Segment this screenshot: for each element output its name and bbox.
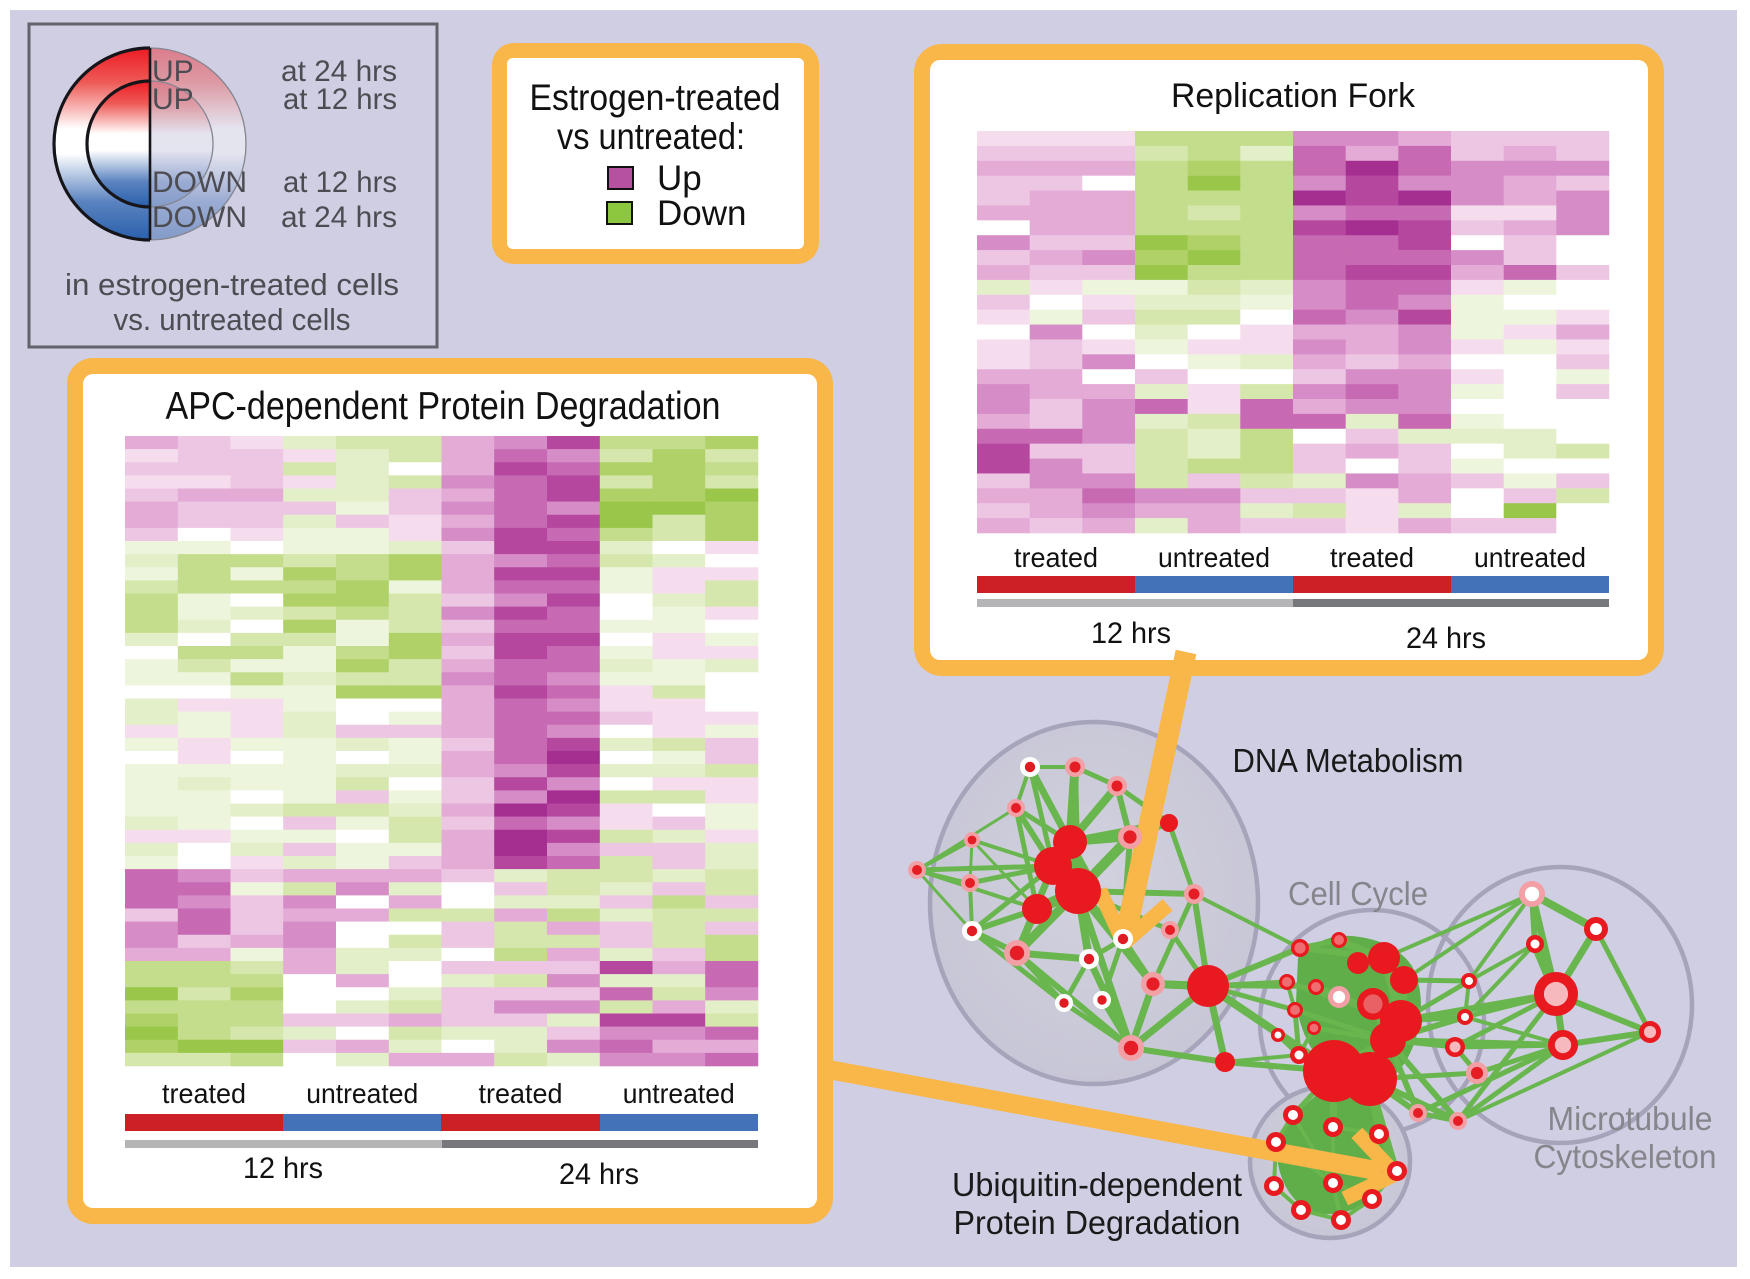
svg-text:at 12 hrs: at 12 hrs [283,83,397,116]
svg-text:Microtubule: Microtubule [1548,1100,1713,1137]
svg-text:24 hrs: 24 hrs [1406,622,1486,655]
svg-text:untreated: untreated [1474,542,1586,573]
svg-text:UP: UP [152,83,194,116]
svg-text:Estrogen-treated: Estrogen-treated [530,77,781,118]
svg-text:Down: Down [657,194,746,233]
svg-text:DNA Metabolism: DNA Metabolism [1233,742,1464,779]
svg-text:at 24 hrs: at 24 hrs [281,201,397,234]
svg-text:untreated: untreated [623,1078,735,1109]
svg-text:at 24 hrs: at 24 hrs [281,55,397,88]
svg-text:treated: treated [162,1078,246,1109]
svg-text:DOWN: DOWN [152,166,247,199]
svg-text:UP: UP [152,55,194,88]
svg-text:Cytoskeleton: Cytoskeleton [1534,1138,1717,1175]
svg-text:untreated: untreated [1158,542,1270,573]
svg-text:in estrogen-treated cells: in estrogen-treated cells [65,267,399,302]
svg-text:24 hrs: 24 hrs [559,1158,639,1191]
svg-text:Ubiquitin-dependent: Ubiquitin-dependent [952,1166,1242,1203]
svg-text:Protein Degradation: Protein Degradation [954,1204,1241,1241]
svg-text:Replication Fork: Replication Fork [1171,77,1416,115]
svg-text:treated: treated [1330,542,1414,573]
svg-text:12 hrs: 12 hrs [1091,617,1171,650]
svg-text:at 12 hrs: at 12 hrs [283,166,397,199]
svg-text:treated: treated [479,1078,563,1109]
svg-text:12 hrs: 12 hrs [243,1152,323,1185]
svg-text:Up: Up [657,159,702,198]
svg-text:Cell Cycle: Cell Cycle [1288,875,1428,912]
svg-text:DOWN: DOWN [152,201,247,234]
svg-text:APC-dependent Protein Degradat: APC-dependent Protein Degradation [166,385,721,428]
svg-text:vs untreated:: vs untreated: [557,116,745,157]
svg-text:treated: treated [1014,542,1098,573]
svg-text:vs. untreated cells: vs. untreated cells [114,302,351,337]
svg-text:untreated: untreated [306,1078,418,1109]
